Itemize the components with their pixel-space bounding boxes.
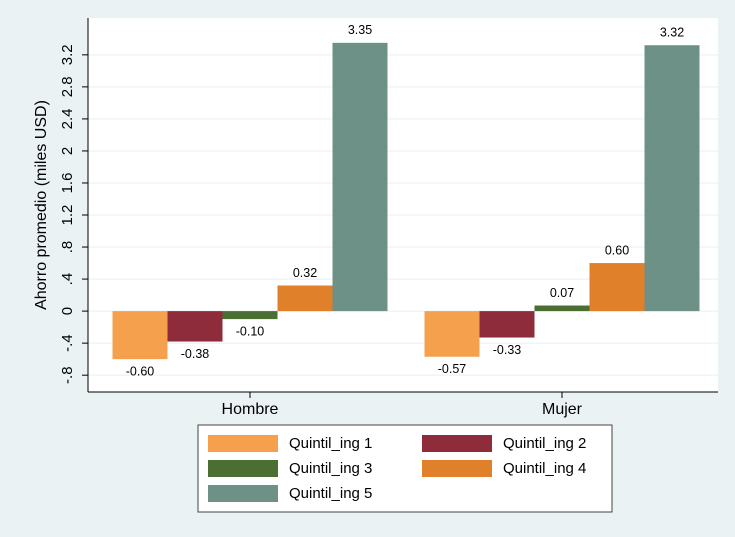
legend-swatch	[208, 460, 278, 477]
bar	[479, 311, 535, 338]
y-tick-label: 2.8	[59, 76, 76, 97]
legend-label: Quintil_ing 5	[289, 485, 372, 502]
bar	[112, 311, 168, 360]
y-tick-label: 1.2	[59, 205, 76, 226]
bar	[277, 285, 333, 312]
legend-label: Quintil_ing 1	[289, 435, 372, 452]
y-tick-label: .4	[59, 273, 76, 286]
value-label: 3.32	[660, 26, 684, 40]
value-label: 0.60	[605, 243, 629, 257]
legend-label: Quintil_ing 2	[503, 435, 586, 452]
bar	[332, 42, 388, 312]
y-tick-label: -.4	[59, 334, 76, 352]
value-label: -0.38	[181, 347, 210, 361]
value-label: -0.60	[126, 364, 155, 378]
legend-label: Quintil_ing 3	[289, 460, 372, 477]
bar	[534, 305, 590, 312]
legend-swatch	[422, 435, 492, 452]
x-tick-label: Mujer	[542, 401, 583, 418]
y-tick-label: .8	[59, 241, 76, 254]
x-tick-label: Hombre	[222, 401, 279, 418]
legend-label: Quintil_ing 4	[503, 460, 586, 477]
bar	[222, 311, 278, 320]
y-tick-label: -.8	[59, 366, 76, 384]
y-axis-title: Ahorro promedio (miles USD)	[33, 100, 50, 310]
legend-swatch	[208, 435, 278, 452]
y-tick-label: 3.2	[59, 44, 76, 65]
bar	[589, 263, 645, 312]
value-label: -0.33	[493, 343, 522, 357]
y-tick-label: 2.4	[59, 108, 76, 129]
value-label: -0.57	[438, 362, 467, 376]
y-tick-label: 1.6	[59, 173, 76, 194]
bar	[424, 311, 480, 357]
value-label: 3.35	[348, 23, 372, 37]
value-label: 0.07	[550, 286, 574, 300]
legend-swatch	[422, 460, 492, 477]
value-label: 0.32	[293, 266, 317, 280]
y-tick-label: 2	[59, 147, 76, 155]
bar	[644, 45, 700, 312]
bar	[167, 311, 223, 342]
y-tick-label: 0	[59, 307, 76, 315]
value-label: -0.10	[236, 324, 265, 338]
legend-swatch	[208, 485, 278, 502]
